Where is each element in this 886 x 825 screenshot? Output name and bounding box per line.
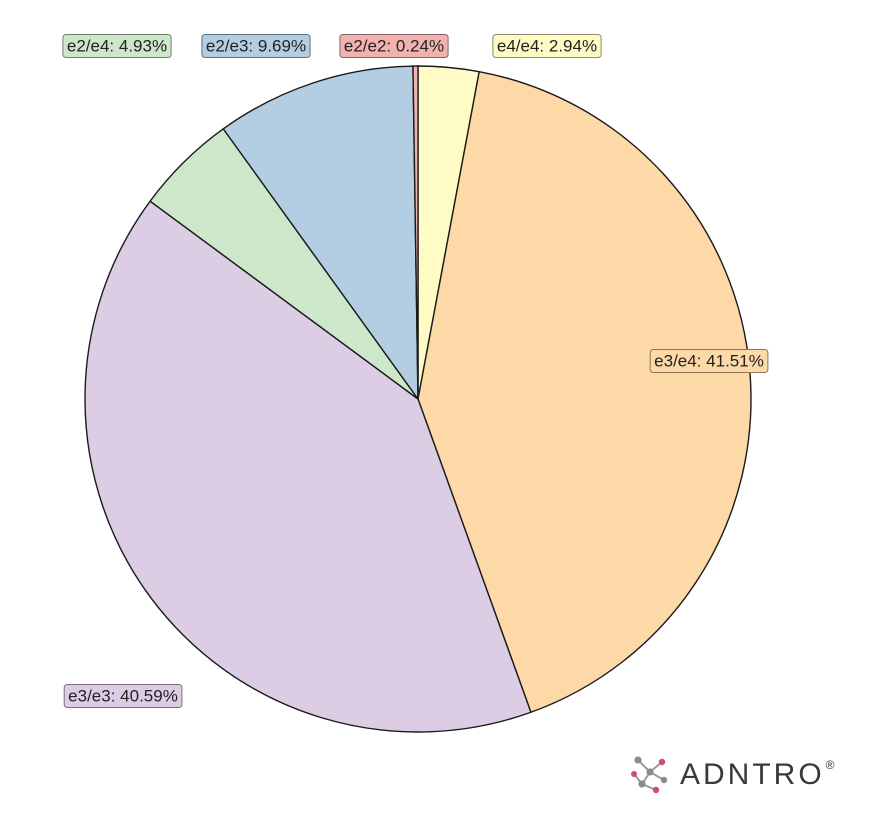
- dna-network-icon: [631, 756, 668, 794]
- slice-label-text: e3/e3: 40.59%: [68, 687, 178, 706]
- slice-label-box: [339, 34, 449, 58]
- slice-label-text: e2/e4: 4.93%: [67, 37, 167, 56]
- slice-label-text: e2/e3: 9.69%: [206, 37, 306, 56]
- slice-label-e2-e2: e2/e2: 0.24%: [339, 34, 449, 58]
- slice-label-box: [62, 34, 172, 58]
- slice-label-e2-e4: e2/e4: 4.93%: [62, 34, 172, 58]
- registered-mark: ®: [825, 758, 835, 772]
- slice-label-e2-e3: e2/e3: 9.69%: [201, 34, 311, 58]
- slice-label-e4-e4: e4/e4: 2.94%: [492, 34, 602, 58]
- pie-slice-e3-e3: [84, 200, 532, 733]
- slice-label-text: e4/e4: 2.94%: [497, 37, 597, 56]
- slice-label-box: [201, 34, 311, 58]
- brand-name-text: ADNTRO: [680, 758, 825, 791]
- brand-logo: ADNTRO®: [628, 752, 868, 804]
- slice-label-text: e3/e4: 41.51%: [654, 352, 764, 371]
- slice-label-box: [492, 34, 602, 58]
- pie-slice-e2-e3: [222, 65, 419, 400]
- slice-label-box: [649, 349, 769, 373]
- slice-label-text: e2/e2: 0.24%: [344, 37, 444, 56]
- pie-slice-e2-e2: [412, 65, 419, 400]
- brand-name: ADNTRO®: [680, 758, 835, 792]
- slice-label-box: [63, 684, 183, 708]
- pie-slices: [84, 65, 752, 733]
- slice-labels: e4/e4: 2.94% e3/e4: 41.51% e3/e3: 40.59% e2…: [62, 34, 769, 708]
- slice-label-e3-e3: e3/e3: 40.59%: [63, 684, 183, 708]
- slice-label-e3-e4: e3/e4: 41.51%: [649, 349, 769, 373]
